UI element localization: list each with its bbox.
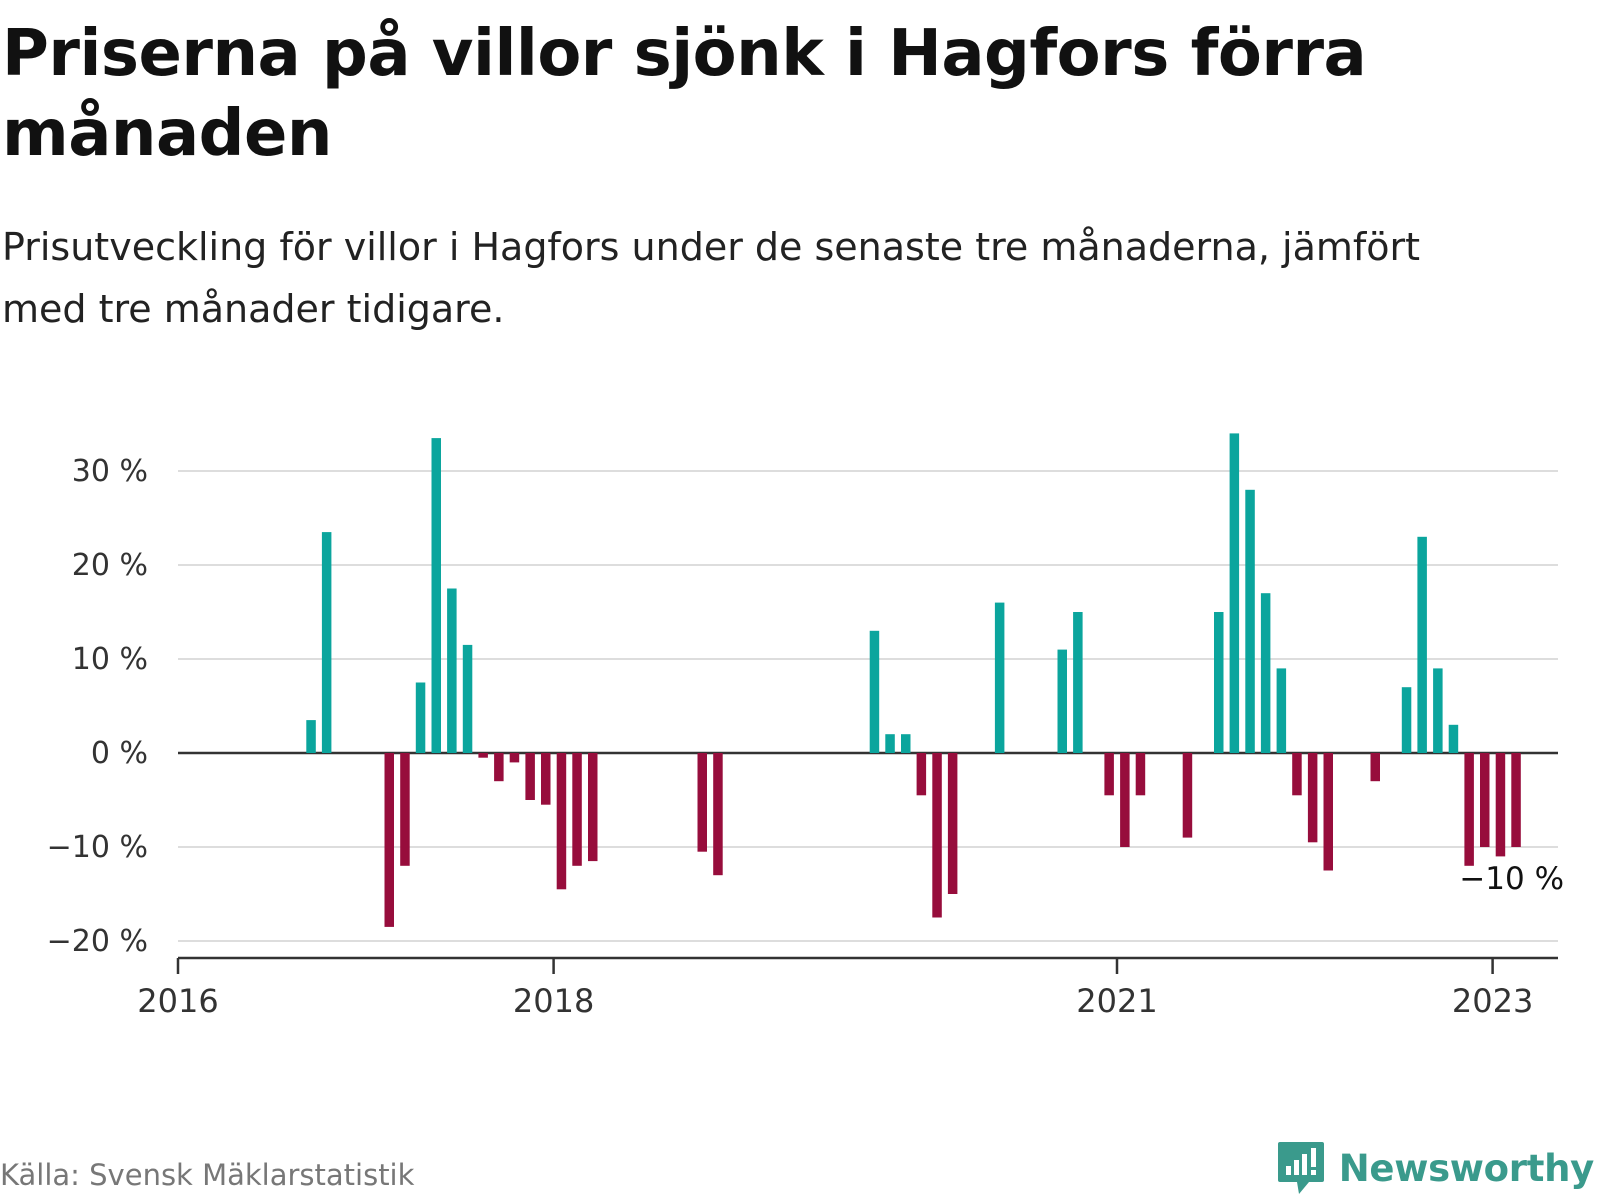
bar xyxy=(947,753,958,894)
chart-subtitle: Prisutveckling för villor i Hagfors unde… xyxy=(2,225,1421,331)
bar xyxy=(994,602,1005,753)
chart-title: Priserna på villor sjönk i Hagfors förra… xyxy=(2,17,1367,171)
bar xyxy=(306,720,316,753)
bar xyxy=(932,753,942,918)
bar xyxy=(525,753,535,800)
bar xyxy=(1214,612,1224,753)
bar xyxy=(415,682,426,753)
bars xyxy=(306,433,1521,927)
bar xyxy=(1073,612,1083,753)
x-tick-label: 2021 xyxy=(1076,982,1157,1020)
bar-chart: 30 %20 %10 %0 %−10 %−20 % 2016 2018 2021 20… xyxy=(47,433,1564,1020)
bar xyxy=(541,753,551,805)
bar xyxy=(1307,753,1318,843)
bar xyxy=(1135,753,1146,796)
bar xyxy=(713,753,723,876)
y-tick-label: 30 % xyxy=(72,454,148,489)
bar xyxy=(1370,753,1380,782)
bar xyxy=(384,753,394,927)
bar xyxy=(885,734,895,753)
x-axis: 2016 2018 2021 2023 xyxy=(137,956,1558,1020)
y-axis-labels: 30 % 20 % 10 % 0 % −10 % −20 % xyxy=(47,454,148,959)
bar xyxy=(1401,687,1412,753)
bar xyxy=(1433,668,1443,753)
bar xyxy=(588,753,598,862)
bar xyxy=(1120,753,1130,847)
bar xyxy=(509,753,520,763)
bar xyxy=(1292,753,1302,796)
bar xyxy=(1448,724,1459,753)
brand-name: Newsworthy xyxy=(1338,1146,1595,1190)
bar xyxy=(447,588,457,753)
bar xyxy=(1229,433,1240,753)
bar xyxy=(1495,753,1506,857)
bar xyxy=(869,630,880,753)
bar xyxy=(1276,668,1287,753)
bar xyxy=(321,532,332,753)
bar xyxy=(1057,649,1067,753)
bar xyxy=(572,753,582,866)
source-note: Källa: Svensk Mäklarstatistik xyxy=(0,1158,415,1192)
bar xyxy=(1417,536,1427,753)
bar xyxy=(1182,753,1193,838)
bar xyxy=(1511,753,1521,847)
y-tick-label: 20 % xyxy=(72,548,148,583)
bar xyxy=(400,753,410,866)
bar xyxy=(1104,753,1114,796)
newsworthy-logo-icon xyxy=(1277,1142,1324,1194)
bar xyxy=(1464,753,1474,866)
bar xyxy=(916,753,927,796)
bar xyxy=(431,438,441,753)
bar xyxy=(494,753,504,782)
bar xyxy=(1260,593,1271,753)
x-tick-label: 2018 xyxy=(513,982,594,1020)
y-tick-label: −20 % xyxy=(47,924,148,959)
last-value-label: −10 % xyxy=(1459,861,1564,897)
y-tick-label: 0 % xyxy=(91,736,148,771)
bar xyxy=(462,644,473,753)
y-tick-label: −10 % xyxy=(47,830,148,865)
bar xyxy=(901,734,911,753)
brand-logo: Newsworthy xyxy=(1277,1140,1594,1196)
bar xyxy=(1480,753,1490,847)
bar xyxy=(1323,753,1333,871)
annotations: −10 % xyxy=(1459,861,1564,897)
bar xyxy=(556,753,567,890)
bar xyxy=(478,753,488,758)
x-tick-label: 2016 xyxy=(137,982,218,1020)
y-tick-label: 10 % xyxy=(72,642,148,677)
x-tick-label: 2023 xyxy=(1452,982,1533,1020)
bar xyxy=(697,753,707,852)
bar xyxy=(1245,489,1255,753)
